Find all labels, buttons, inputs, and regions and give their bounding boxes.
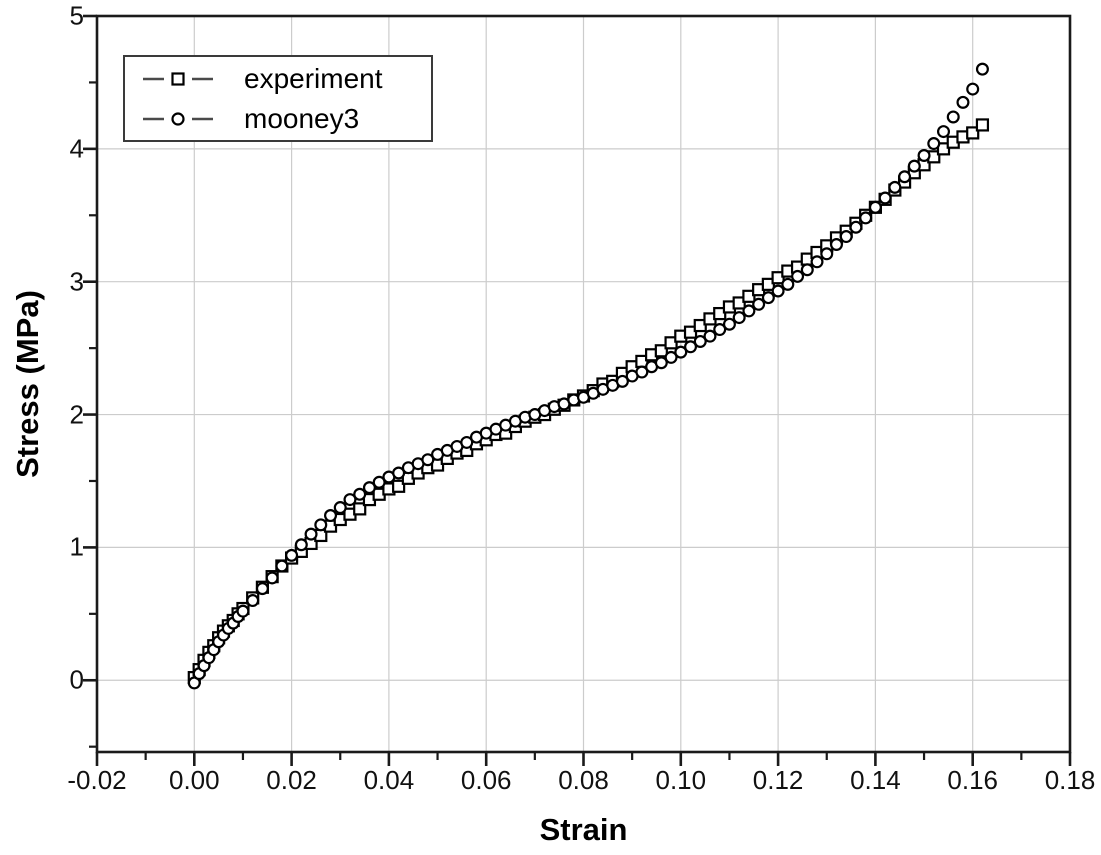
data-point-mooney3 <box>878 191 892 205</box>
data-point-mooney3 <box>907 159 921 173</box>
data-point-mooney3 <box>304 527 318 541</box>
data-point-mooney3 <box>460 435 474 449</box>
data-point-mooney3 <box>975 62 989 76</box>
circle-marker-icon <box>143 111 213 126</box>
x-tick-label: 0.12 <box>752 765 804 795</box>
y-tick-label: 4 <box>69 133 84 164</box>
data-point-experiment <box>392 479 406 493</box>
data-point-experiment <box>975 118 990 132</box>
data-point-experiment <box>742 289 756 303</box>
data-point-mooney3 <box>732 311 746 325</box>
data-point-mooney3 <box>966 82 980 96</box>
data-point-mooney3 <box>615 374 629 388</box>
x-tick-label: 0.16 <box>947 765 998 795</box>
data-point-mooney3 <box>285 548 299 562</box>
x-tick-label: 0.14 <box>850 765 901 795</box>
data-point-mooney3 <box>771 284 785 298</box>
data-point-mooney3 <box>372 475 386 489</box>
data-marker-layer <box>187 62 990 690</box>
data-point-experiment <box>353 502 367 516</box>
data-point-mooney3 <box>255 582 269 596</box>
data-point-mooney3 <box>868 200 882 214</box>
data-point-mooney3 <box>674 345 688 359</box>
data-point-experiment <box>732 296 746 310</box>
data-point-experiment <box>713 306 727 321</box>
data-point-mooney3 <box>421 453 435 467</box>
data-point-mooney3 <box>849 220 863 234</box>
data-point-mooney3 <box>800 263 814 277</box>
data-point-experiment <box>936 142 951 156</box>
data-point-mooney3 <box>684 340 698 354</box>
y-tick-label: 5 <box>69 0 84 31</box>
data-point-mooney3 <box>713 323 727 337</box>
x-tick-label: 0.10 <box>655 765 707 795</box>
data-point-mooney3 <box>917 148 931 162</box>
data-point-mooney3 <box>946 110 960 124</box>
data-point-experiment <box>693 318 707 333</box>
legend-label-mooney3: mooney3 <box>244 102 360 134</box>
y-tick-label: 3 <box>69 266 84 297</box>
data-point-mooney3 <box>781 277 795 291</box>
x-tick-label: 0.02 <box>266 765 317 795</box>
data-point-mooney3 <box>265 571 279 585</box>
y-tick-label: 2 <box>69 399 84 430</box>
x-tick-label: 0.00 <box>168 765 220 795</box>
grid-layer <box>97 16 1070 752</box>
data-point-mooney3 <box>810 255 824 269</box>
legend-entry-mooney3: mooney3 <box>142 101 431 137</box>
data-point-mooney3 <box>722 317 736 331</box>
square-marker-icon <box>143 71 213 86</box>
y-tick-label: 0 <box>69 664 84 695</box>
data-point-mooney3 <box>791 269 805 283</box>
data-point-mooney3 <box>742 304 756 318</box>
data-point-mooney3 <box>703 329 717 343</box>
x-tick-label: -0.02 <box>67 765 127 795</box>
x-tick-label: 0.06 <box>460 765 512 795</box>
data-point-mooney3 <box>654 356 668 370</box>
x-tick-label: 0.04 <box>363 765 415 795</box>
data-point-mooney3 <box>888 180 902 194</box>
legend-box: experiment mooney3 <box>123 55 433 142</box>
x-tick-label: 0.18 <box>1044 765 1096 795</box>
data-point-mooney3 <box>635 365 649 379</box>
data-point-mooney3 <box>898 170 912 184</box>
data-point-mooney3 <box>693 334 707 348</box>
data-point-mooney3 <box>314 518 328 532</box>
data-point-mooney3 <box>353 487 367 501</box>
legend-label-experiment: experiment <box>244 62 383 94</box>
data-point-mooney3 <box>664 350 678 364</box>
data-point-mooney3 <box>859 211 873 225</box>
data-point-mooney3 <box>820 247 834 261</box>
data-point-experiment <box>771 271 785 285</box>
data-point-mooney3 <box>937 125 951 139</box>
data-point-mooney3 <box>294 538 308 552</box>
data-point-experiment <box>683 325 698 339</box>
axis-layer <box>83 14 1072 766</box>
data-point-mooney3 <box>343 493 357 507</box>
data-point-mooney3 <box>324 509 338 523</box>
data-point-mooney3 <box>246 594 260 608</box>
legend-entry-experiment: experiment <box>142 61 431 97</box>
data-point-mooney3 <box>236 604 250 618</box>
data-point-mooney3 <box>761 291 775 305</box>
y-axis-title: Stress (MPa) <box>10 290 45 478</box>
x-tick-label: 0.08 <box>558 765 609 795</box>
data-point-mooney3 <box>392 466 406 480</box>
data-point-experiment <box>966 126 980 140</box>
data-point-experiment <box>664 336 678 350</box>
data-point-mooney3 <box>829 238 843 252</box>
data-point-experiment <box>761 277 775 291</box>
data-point-mooney3 <box>927 137 941 151</box>
x-axis-title: Strain <box>539 812 628 847</box>
data-point-mooney3 <box>333 501 347 515</box>
data-point-mooney3 <box>275 559 289 573</box>
data-point-mooney3 <box>956 95 970 109</box>
data-point-mooney3 <box>362 481 376 495</box>
data-point-mooney3 <box>839 230 853 244</box>
y-tick-label: 1 <box>69 532 84 563</box>
data-point-mooney3 <box>752 297 766 311</box>
